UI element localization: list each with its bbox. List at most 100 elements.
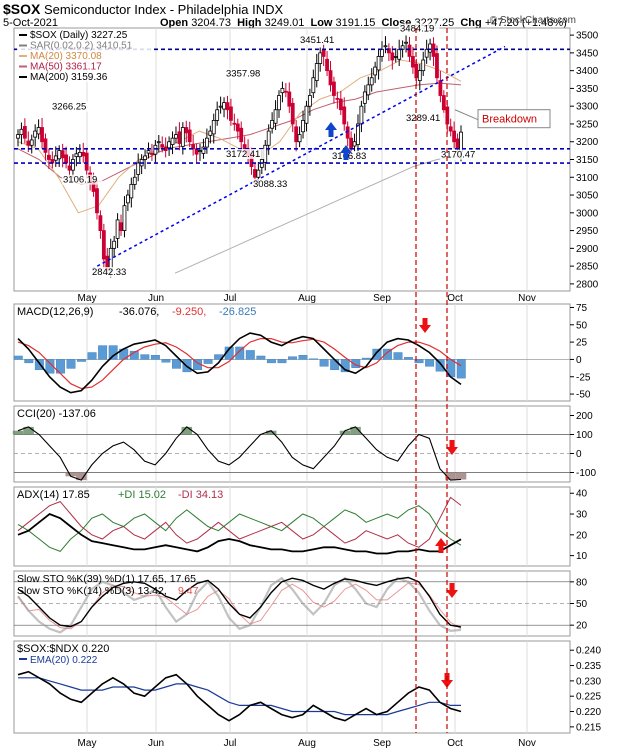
legend-bg-3 — [17, 61, 113, 72]
credit: © StockCharts.com — [489, 15, 576, 26]
price-annotation-6: 3451.41 — [300, 35, 334, 46]
candle-body-93 — [335, 97, 340, 100]
candle-body-25 — [101, 230, 106, 260]
macd-histogram-bar-34 — [372, 348, 382, 360]
candle-body-104 — [373, 66, 378, 76]
macd-axis-tick-4: 50 — [576, 320, 588, 331]
macd-histogram-bar-18 — [203, 359, 213, 364]
cci-fill-neg-5 — [65, 472, 77, 477]
symbol: $SOX — [3, 1, 41, 17]
cci-fill-pos-1 — [23, 426, 34, 435]
candle-body-66 — [242, 144, 247, 150]
candle-body-106 — [380, 48, 384, 57]
candle-body-65 — [239, 127, 244, 143]
panel-frame-3 — [13, 486, 571, 567]
candle-body-88 — [318, 52, 323, 64]
candle-body-1 — [19, 128, 24, 136]
sto-title-2b: 9.47 — [178, 585, 199, 597]
candle-body-73 — [266, 130, 271, 146]
month-label-top-4: Sep — [373, 293, 391, 304]
candle-body-42 — [160, 144, 165, 148]
legend-bg-0 — [17, 30, 147, 40]
candle-body-3 — [26, 140, 31, 146]
price-axis-tick-3: 2950 — [576, 226, 599, 237]
candle-body-2 — [22, 126, 27, 139]
candle-body-94 — [338, 98, 343, 111]
cci-fill-neg-6 — [76, 472, 87, 481]
candle-body-17 — [74, 153, 79, 158]
macd-histogram-bar-15 — [172, 359, 181, 369]
cci-red-arrow — [446, 440, 458, 455]
price-annotation-5: 3088.33 — [253, 179, 287, 190]
adx-axis-tick-3: 40 — [576, 489, 588, 500]
candle-body-123 — [438, 80, 443, 96]
month-label-bottom-4: Sep — [373, 738, 391, 749]
macd-histogram-bar-8 — [98, 345, 108, 360]
candle-body-101 — [362, 91, 367, 104]
macd-histogram-bar-7 — [87, 352, 97, 360]
candle-body-45 — [170, 137, 175, 145]
candle-body-13 — [60, 150, 65, 159]
price-annotation-bg-7 — [331, 151, 372, 162]
candle-body-97 — [349, 137, 354, 150]
chg-label: Chg — [460, 17, 482, 29]
legend-item-4: MA(200) 3159.36 — [30, 72, 108, 83]
candle-body-8 — [43, 138, 48, 153]
macd-histogram-bar-13 — [150, 355, 160, 360]
candle-body-38 — [146, 150, 151, 154]
blue-arrow-2 — [340, 145, 352, 160]
cci-fill-pos-31 — [339, 430, 351, 435]
price-annotation-bg-4 — [225, 149, 266, 160]
low-value: 3191.15 — [335, 17, 376, 29]
macd-histogram-bar-6 — [77, 359, 86, 362]
candle-body-35 — [136, 162, 141, 175]
candle-body-29 — [115, 219, 120, 239]
sto-title-1: Slow STO %K(39) %D(1) 17.65, 17.65 — [17, 573, 196, 585]
low-label: Low — [310, 17, 333, 29]
candle-body-58 — [215, 109, 220, 121]
candle-body-79 — [287, 91, 292, 107]
candle-body-76 — [277, 95, 281, 111]
macd-histogram-bar-2 — [34, 359, 44, 371]
candle-body-107 — [383, 45, 388, 48]
price-annotation-4: 3172.41 — [226, 149, 260, 160]
macd-value-1: -36.076, — [119, 306, 159, 318]
candle-body-51 — [191, 144, 196, 150]
candle-body-82 — [297, 134, 302, 143]
breakdown-label: Breakdown — [482, 114, 537, 126]
candle-body-61 — [225, 102, 230, 111]
candle-body-105 — [376, 56, 381, 71]
candle-body-127 — [452, 130, 457, 143]
macd-histogram-bar-30 — [330, 359, 340, 371]
ratio-title: $SOX:$NDX 0.220 — [17, 643, 109, 655]
macd-histogram-bar-1 — [24, 359, 34, 364]
breakdown-pointer — [454, 109, 479, 121]
candle-body-122 — [435, 53, 439, 79]
sto-axis-tick-0: 20 — [576, 621, 588, 632]
sto-fast-k-line — [17, 576, 462, 634]
candle-body-28 — [112, 240, 117, 249]
cci-fill-pos-32 — [350, 426, 361, 435]
candle-body-126 — [448, 126, 453, 132]
candle-body-98 — [352, 141, 357, 147]
candle-body-5 — [33, 130, 38, 138]
ratio-axis-tick-3: 0.230 — [576, 676, 601, 687]
macd-axis-tick-2: 0 — [576, 355, 582, 366]
price-axis-tick-10: 3300 — [576, 102, 599, 113]
candle-body-47 — [177, 131, 182, 144]
candle-body-32 — [125, 194, 130, 204]
macd-histogram-bar-26 — [288, 356, 297, 360]
candle-body-114 — [407, 44, 412, 57]
month-label-top-2: Jul — [224, 293, 237, 304]
cci-axis-tick-2: 100 — [576, 430, 593, 441]
candle-body-40 — [153, 144, 158, 155]
chart-title: $SOX Semiconductor Index - Philadelphia … — [3, 1, 283, 17]
candle-body-44 — [167, 141, 172, 149]
candle-body-55 — [204, 137, 209, 148]
macd-axis-tick-0: -50 — [576, 390, 591, 401]
candle-body-121 — [431, 43, 436, 57]
price-axis-tick-2: 2900 — [576, 244, 599, 255]
adx-axis-tick-2: 30 — [576, 510, 588, 521]
cci-fill-pos-16 — [181, 426, 193, 435]
candle-body-109 — [390, 52, 395, 61]
